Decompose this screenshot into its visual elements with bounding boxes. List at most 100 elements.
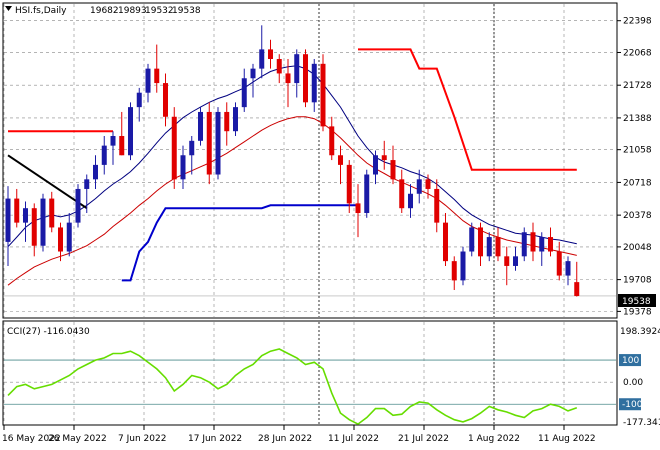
x-tick-label: 1 Aug 2022 xyxy=(468,434,520,444)
candle-up xyxy=(5,198,11,242)
x-tick-label: 21 Jul 2022 xyxy=(398,434,449,444)
candle-up xyxy=(486,237,492,257)
cci-series xyxy=(4,348,616,426)
candle-down xyxy=(451,261,457,281)
candle-up xyxy=(294,54,300,84)
candle-down xyxy=(425,179,431,189)
y-tick-label: 21728 xyxy=(623,81,652,91)
candle-up xyxy=(180,155,186,180)
candle-down xyxy=(574,282,580,296)
candle-down xyxy=(329,126,335,156)
candle-up xyxy=(189,140,195,156)
candle-down xyxy=(381,155,387,161)
candle-down xyxy=(58,227,63,252)
candle-up xyxy=(84,179,90,189)
candle-up xyxy=(145,68,151,93)
y-tick-label: 19708 xyxy=(623,276,652,286)
candle-up xyxy=(101,145,107,165)
x-tick-label: 28 Jun 2022 xyxy=(258,434,312,444)
cci-line xyxy=(7,348,578,426)
candle-down xyxy=(495,237,501,257)
candle-down xyxy=(49,198,55,228)
candle-down xyxy=(171,116,177,180)
candle-up xyxy=(40,198,46,246)
candle-down xyxy=(119,136,125,156)
candle-up xyxy=(373,155,378,175)
candle-up xyxy=(259,49,265,69)
candle-up xyxy=(136,92,142,108)
candle-up xyxy=(93,164,98,180)
candle-down xyxy=(154,68,160,84)
candle-up xyxy=(364,174,370,214)
candle-up xyxy=(416,179,422,194)
y-tick-label: 22068 xyxy=(623,48,652,58)
candle-up xyxy=(539,237,545,252)
y-tick-label: 20048 xyxy=(623,243,652,253)
cci-level-label: 0.00 xyxy=(623,378,643,388)
x-tick-label: 11 Jul 2022 xyxy=(328,434,379,444)
candle-up xyxy=(75,188,81,223)
candle-up xyxy=(250,68,256,79)
candle-down xyxy=(31,208,37,246)
candle-up xyxy=(233,107,238,132)
candle-down xyxy=(338,155,343,165)
y-tick-label: 19378 xyxy=(623,307,652,317)
ohlc-close: 19538 xyxy=(172,6,201,16)
ohlc-open: 19682 xyxy=(90,6,119,16)
cci-level-label: -100 xyxy=(622,400,643,410)
candle-down xyxy=(548,237,553,252)
candle-down xyxy=(399,179,405,209)
cci-level-badge xyxy=(619,354,641,367)
resistance-line-2 xyxy=(358,48,577,171)
candle-up xyxy=(565,261,571,276)
candle-up xyxy=(408,193,413,209)
candles xyxy=(5,25,580,297)
candle-up xyxy=(513,256,518,266)
candle-up xyxy=(23,208,28,223)
candle-up xyxy=(198,111,203,141)
cci-min-label: -177.341 xyxy=(623,418,660,428)
candle-up xyxy=(215,111,221,175)
y-tick-label: 22398 xyxy=(623,17,652,27)
candle-down xyxy=(268,49,273,60)
candle-down xyxy=(530,232,536,252)
x-tick-label: 17 Jun 2022 xyxy=(188,434,242,444)
chart-symbol: HSI.fs,Daily xyxy=(15,6,67,16)
fast-ma-line xyxy=(7,65,577,248)
candle-up xyxy=(469,227,475,252)
session-separators xyxy=(318,4,495,424)
collapse-triangle-icon[interactable] xyxy=(5,6,12,11)
y-tick-label: 21388 xyxy=(623,114,652,124)
candle-down xyxy=(443,222,448,262)
x-tick-label: 7 Jun 2022 xyxy=(118,434,166,444)
candle-up xyxy=(521,232,527,257)
x-tick-label: 26 May 2022 xyxy=(48,434,107,444)
candle-down xyxy=(355,203,361,214)
x-tick-label: 16 May 2022 xyxy=(2,434,61,444)
candle-down xyxy=(504,256,510,266)
candle-down xyxy=(276,59,282,74)
cci-max-label: 198.3924 xyxy=(620,327,660,337)
last-price-label: 19538 xyxy=(622,297,651,307)
trend-line xyxy=(7,154,88,210)
ohlc-low: 19532 xyxy=(145,6,174,16)
candle-down xyxy=(303,54,308,103)
last-price-badge xyxy=(618,294,656,307)
candle-down xyxy=(346,164,352,204)
candle-down xyxy=(478,227,483,257)
candle-down xyxy=(434,188,440,223)
cci-panel-frame xyxy=(2,320,618,426)
price-axis: 22398 22068 21728 21388 21058 20718 20378 20048… xyxy=(617,17,652,317)
ohlc-high: 19893 xyxy=(118,6,147,16)
main-grid xyxy=(3,4,616,317)
y-tick-label: 21058 xyxy=(623,146,652,156)
candle-down xyxy=(224,111,230,132)
candle-up xyxy=(66,222,72,252)
candle-down xyxy=(206,111,212,175)
candle-up xyxy=(128,107,133,156)
y-tick-label: 20378 xyxy=(623,211,652,221)
candle-down xyxy=(320,63,326,127)
candle-down xyxy=(285,73,291,84)
